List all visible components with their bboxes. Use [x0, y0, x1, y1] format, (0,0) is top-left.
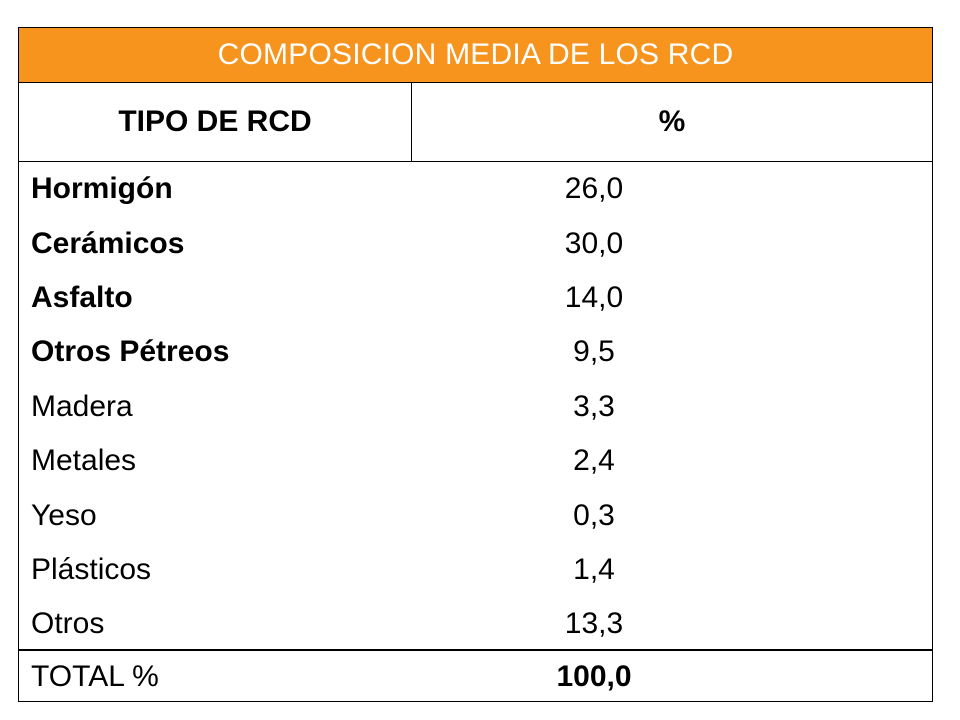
- row-label: Yeso: [31, 498, 97, 532]
- row-label: Otros: [31, 607, 105, 641]
- row-label: Hormigón: [31, 172, 173, 206]
- row-label: Otros Pétreos: [31, 335, 230, 369]
- table-row: Asfalto 14,0: [19, 271, 932, 325]
- table-row: Cerámicos 30,0: [19, 216, 932, 270]
- row-value: 1,4: [573, 552, 615, 586]
- row-label: Metales: [31, 444, 137, 478]
- table-title: COMPOSICION MEDIA DE LOS RCD: [19, 28, 932, 83]
- table-header-row: TIPO DE RCD %: [19, 83, 932, 162]
- row-label: Asfalto: [31, 280, 133, 314]
- row-label: Plásticos: [31, 552, 152, 586]
- table-row: Madera 3,3: [19, 380, 932, 434]
- row-label: Madera: [31, 389, 133, 423]
- total-row: TOTAL % 100,0: [19, 649, 932, 702]
- total-label: TOTAL %: [31, 659, 159, 693]
- column-header-percent: %: [658, 105, 686, 138]
- composition-table: COMPOSICION MEDIA DE LOS RCD TIPO DE RCD…: [18, 27, 933, 702]
- row-value: 9,5: [573, 335, 615, 369]
- row-label: Cerámicos: [31, 226, 185, 260]
- column-header-type: TIPO DE RCD: [19, 83, 412, 161]
- row-value: 2,4: [573, 444, 615, 478]
- row-value: 30,0: [564, 226, 624, 260]
- table-row: Yeso 0,3: [19, 488, 932, 542]
- table-row: Hormigón 26,0: [19, 162, 932, 216]
- row-value: 26,0: [564, 172, 624, 206]
- table-row: Plásticos 1,4: [19, 543, 932, 597]
- table-row: Metales 2,4: [19, 434, 932, 488]
- table-row: Otros Pétreos 9,5: [19, 325, 932, 379]
- row-value: 3,3: [573, 389, 615, 423]
- table-row: Otros 13,3: [19, 597, 932, 651]
- row-value: 0,3: [573, 498, 615, 532]
- row-value: 14,0: [564, 280, 624, 314]
- table-body: Hormigón 26,0 Cerámicos 30,0 Asfalto 14,0 Otro…: [19, 162, 932, 652]
- row-value: 13,3: [564, 607, 624, 641]
- total-value: 100,0: [556, 659, 632, 693]
